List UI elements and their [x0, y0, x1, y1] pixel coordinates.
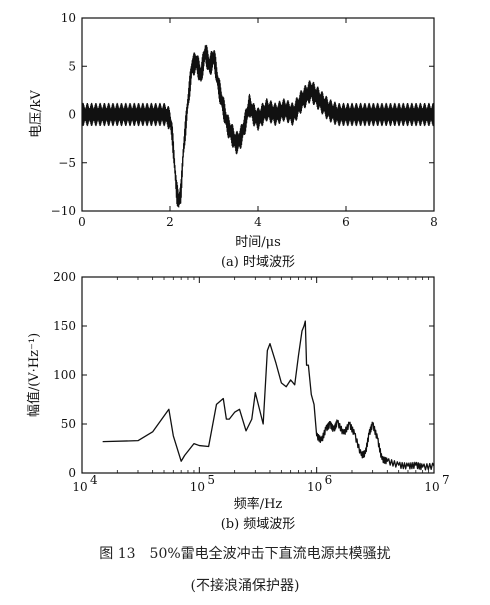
- x-tick-label: 10: [190, 480, 205, 494]
- y-tick-label: 50: [61, 417, 76, 431]
- x-ticks-b: 10 4 10 5 10 6 10 7: [72, 277, 450, 494]
- x-tick-label: 10: [424, 480, 439, 494]
- y-ticks-a: −10 −5 0 5 10: [51, 11, 434, 218]
- time-domain-chart: −10 −5 0 5 10 0 2 4 6 8 电压/kV 时间/μs (a) 时域波形: [29, 11, 438, 270]
- time-domain-line: [81, 44, 435, 208]
- y-tick-label: 5: [68, 59, 76, 73]
- y-tick-label: −10: [51, 204, 76, 218]
- plot-frame-b: [81, 276, 435, 474]
- figure-caption: 图 13 50%雷电全波冲击下直流电源共模骚扰: [99, 546, 391, 562]
- x-tick-label: 2: [166, 215, 174, 229]
- x-tick-label: 6: [342, 215, 350, 229]
- y-tick-label: 150: [53, 319, 76, 333]
- x-tick-label: 4: [254, 215, 262, 229]
- x-tick-label: 10: [72, 480, 87, 494]
- time-domain-series: [81, 44, 435, 208]
- y-tick-label: 10: [61, 11, 76, 25]
- spectrum-line: [102, 320, 435, 471]
- y-ticks-b: 0 50 100 150 200: [53, 270, 434, 480]
- x-tick-exponent: 7: [442, 473, 450, 487]
- figure-caption-note: (不接浪涌保护器): [190, 578, 300, 594]
- subplot-title-a: (a) 时域波形: [221, 255, 295, 270]
- y-tick-label: 200: [53, 270, 76, 284]
- x-tick-exponent: 4: [90, 473, 98, 487]
- x-tick-exponent: 5: [207, 473, 215, 487]
- y-tick-label: −5: [58, 156, 76, 170]
- x-tick-exponent: 6: [325, 473, 333, 487]
- x-axis-label-b: 频率/Hz: [234, 496, 283, 512]
- y-tick-label: 100: [53, 368, 76, 382]
- y-axis-label-a: 电压/kV: [29, 90, 44, 138]
- x-axis-label-a: 时间/μs: [235, 235, 281, 250]
- y-tick-label: 0: [68, 466, 76, 480]
- frequency-domain-series: [102, 320, 435, 471]
- x-tick-label: 10: [307, 480, 322, 494]
- x-tick-label: 0: [78, 215, 86, 229]
- y-axis-label-b: 幅值/(V·Hz⁻¹): [26, 333, 42, 417]
- y-tick-label: 0: [68, 108, 76, 122]
- subplot-title-b: (b) 频域波形: [221, 517, 296, 532]
- x-ticks-a: 0 2 4 6 8: [78, 18, 438, 229]
- x-tick-label: 8: [430, 215, 438, 229]
